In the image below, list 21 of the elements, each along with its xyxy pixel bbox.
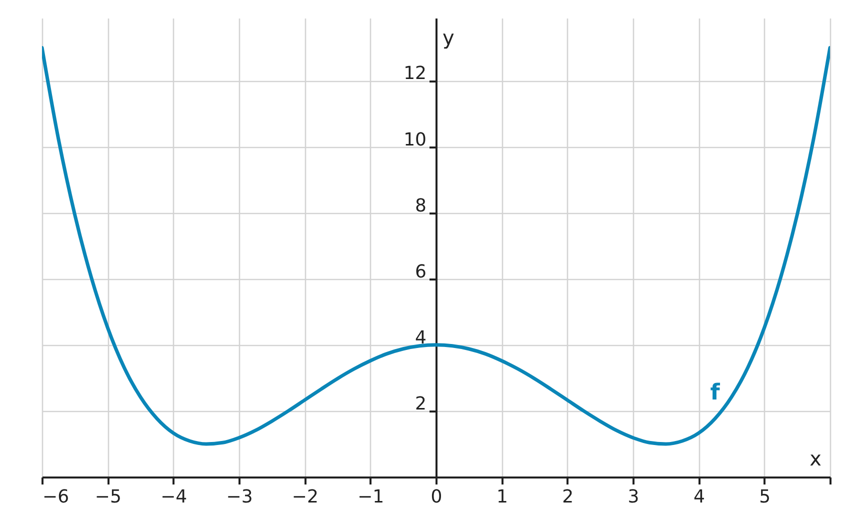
y-tick-label: 12 [404,63,426,84]
y-tick-label: 8 [415,195,426,216]
x-tick-label: −3 [226,486,253,508]
y-tick-label: 2 [415,393,426,414]
x-tick-label: −1 [358,486,384,508]
x-tick-label: 4 [693,486,705,508]
x-tick-label: 3 [628,486,640,508]
series-label: f [710,380,720,406]
y-tick-label: 10 [404,129,426,150]
x-tick-label: 2 [562,486,574,508]
x-axis-title: x [810,446,822,470]
y-axis-title: y [442,26,454,50]
x-tick-label: 1 [496,486,508,508]
x-tick-label: 5 [759,486,771,508]
y-tick-label: 4 [415,327,426,348]
y-tick-label: 6 [415,261,426,282]
x-tick-label: −5 [94,486,122,508]
x-tick-label: −2 [292,486,318,508]
x-tick-label: −4 [160,486,188,508]
x-tick-label: −6 [42,486,70,508]
x-tick-label: 0 [430,486,442,508]
